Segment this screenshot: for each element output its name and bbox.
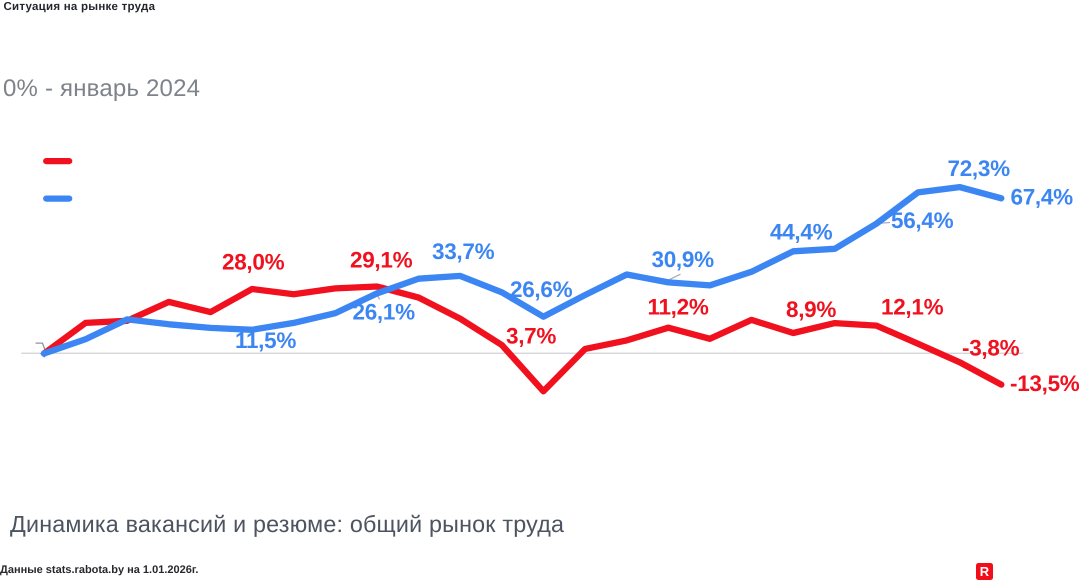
svg-text:29,1%: 29,1% [350,248,413,273]
svg-text:8,9%: 8,9% [786,297,836,322]
svg-text:72,3%: 72,3% [948,156,1011,181]
svg-text:11,5%: 11,5% [235,328,296,353]
svg-text:-13,5%: -13,5% [1010,371,1079,396]
svg-text:56,4%: 56,4% [891,208,954,233]
svg-text:30,9%: 30,9% [652,247,715,272]
svg-text:28,0%: 28,0% [222,250,285,275]
svg-text:33,7%: 33,7% [432,239,495,264]
svg-text:26,6%: 26,6% [510,277,573,302]
svg-text:-3,8%: -3,8% [962,336,1020,361]
svg-text:12,1%: 12,1% [881,295,944,320]
svg-text:11,2%: 11,2% [648,295,709,320]
svg-text:3,7%: 3,7% [506,324,556,349]
svg-text:67,4%: 67,4% [1011,185,1074,210]
svg-text:26,1%: 26,1% [353,300,416,325]
svg-text:44,4%: 44,4% [770,220,833,245]
